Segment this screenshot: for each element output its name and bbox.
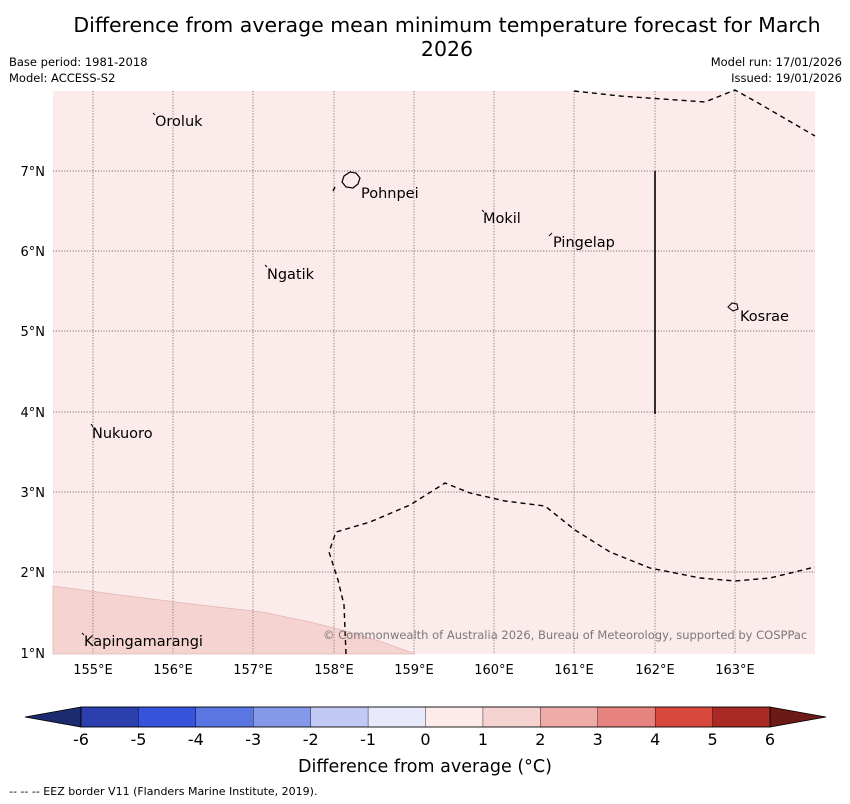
lon-label: 163°E xyxy=(715,663,755,678)
colorbar-swatch xyxy=(482,706,541,728)
base-period: Base period: 1981-2018 xyxy=(9,55,148,69)
place-oroluk: Oroluk xyxy=(155,114,203,130)
issued-date: Issued: 19/01/2026 xyxy=(731,71,842,85)
place-kapingamarangi: Kapingamarangi xyxy=(84,634,203,650)
colorbar-tick-label: 4 xyxy=(650,730,660,749)
colorbar-swatch xyxy=(310,706,369,728)
colorbar-over-arrow xyxy=(769,706,827,728)
colorbar-under-arrow xyxy=(24,706,82,728)
lon-label: 155°E xyxy=(73,663,113,678)
colorbar-swatch xyxy=(712,706,771,728)
colorbar-swatch xyxy=(654,706,714,728)
meta-left: Base period: 1981-2018 Model: ACCESS-S2 xyxy=(9,54,148,86)
colorbar-tick-label: -3 xyxy=(245,730,261,749)
atoll-marks xyxy=(81,112,553,636)
lat-label: 1°N xyxy=(21,647,46,662)
colorbar: -6 -5 -4 -3 -2 -1 0 1 2 3 4 5 6 xyxy=(24,706,827,749)
colorbar-tick-label: 3 xyxy=(593,730,603,749)
colorbar-tick-label: 0 xyxy=(420,730,430,749)
colorbar-swatch xyxy=(80,706,139,728)
colorbar-tick-label: -1 xyxy=(360,730,376,749)
lat-label: 6°N xyxy=(21,245,46,260)
colorbar-swatch xyxy=(425,706,484,728)
lat-label: 4°N xyxy=(21,406,46,421)
lat-label: 7°N xyxy=(21,165,46,180)
colorbar-swatch xyxy=(253,706,312,728)
lon-label: 161°E xyxy=(554,663,594,678)
colorbar-label: Difference from average (°C) xyxy=(298,757,552,777)
colorbar-tick-label: 6 xyxy=(765,730,775,749)
colorbar-tick-label: 1 xyxy=(478,730,488,749)
place-nukuoro: Nukuoro xyxy=(92,426,153,442)
lat-label: 2°N xyxy=(21,566,46,581)
colorbar-tick-label: -4 xyxy=(188,730,204,749)
gridlines xyxy=(53,91,815,654)
lon-label: 162°E xyxy=(635,663,675,678)
colorbar-tick-label: 2 xyxy=(535,730,545,749)
footnote: -- -- -- EEZ border V11 (Flanders Marine… xyxy=(9,785,318,798)
colorbar-swatch xyxy=(138,706,197,728)
place-pingelap: Pingelap xyxy=(553,235,615,251)
place-mokil: Mokil xyxy=(483,211,521,227)
colorbar-frame xyxy=(80,706,771,728)
colorbar-swatch xyxy=(540,706,599,728)
lon-label: 158°E xyxy=(314,663,354,678)
colorbar-tick-label: 5 xyxy=(707,730,717,749)
place-ngatik: Ngatik xyxy=(267,267,315,283)
lat-label: 5°N xyxy=(21,325,46,340)
warm-anomaly-area xyxy=(52,585,416,655)
colorbar-swatch xyxy=(597,706,656,728)
model-run: Model run: 17/01/2026 xyxy=(710,55,842,69)
model-name: Model: ACCESS-S2 xyxy=(9,71,116,85)
place-kosrae: Kosrae xyxy=(740,309,789,325)
meta-right: Model run: 17/01/2026 Issued: 19/01/2026 xyxy=(711,54,842,86)
lon-label: 160°E xyxy=(474,663,514,678)
colorbar-tick-label: -6 xyxy=(73,730,89,749)
chart-title: Difference from average mean minimum tem… xyxy=(73,13,821,61)
colorbar-swatch xyxy=(367,706,426,728)
lon-label: 159°E xyxy=(394,663,434,678)
pohnpei-island xyxy=(341,171,361,189)
map-background xyxy=(53,91,815,654)
place-pohnpei: Pohnpei xyxy=(361,186,419,202)
lon-label: 156°E xyxy=(153,663,193,678)
colorbar-tick-label: -5 xyxy=(130,730,146,749)
kosrae-island xyxy=(727,302,739,312)
lat-label: 3°N xyxy=(21,486,46,501)
colorbar-tick-label: -2 xyxy=(303,730,319,749)
copyright-notice: © Commonwealth of Australia 2026, Bureau… xyxy=(323,628,808,642)
eez-border xyxy=(328,89,816,655)
lon-label: 157°E xyxy=(233,663,273,678)
colorbar-swatch xyxy=(195,706,254,728)
